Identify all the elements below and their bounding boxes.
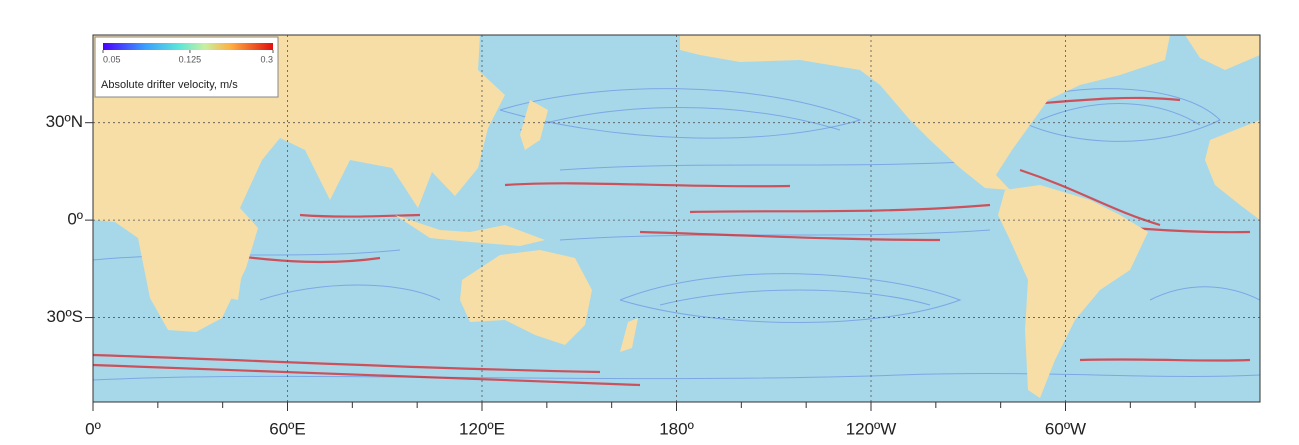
x-tick-label: 60ºW <box>1045 419 1086 438</box>
colorbar-tick-label: 0.125 <box>179 54 202 64</box>
currents <box>93 88 1260 387</box>
greenland <box>1185 35 1260 70</box>
y-tick-label: 0º <box>67 210 83 229</box>
colorbar <box>103 43 273 50</box>
x-tick-label: 0º <box>85 419 101 438</box>
axes: 0º 60ºE 120ºE 180º 120ºW 60ºW 30ºN 0º 30ºS <box>46 112 1196 438</box>
madagascar <box>228 258 244 300</box>
eurasia-africa <box>93 35 505 332</box>
south-america <box>998 185 1148 398</box>
x-tick-label: 180º <box>659 419 694 438</box>
landmasses <box>93 35 1260 398</box>
colorbar-legend: Absolute drifter velocity, m/s 0.05 0.125… <box>94 36 279 98</box>
japan <box>520 100 548 150</box>
x-tick-label: 120ºE <box>459 419 505 438</box>
colorbar-tick-label: 0.3 <box>260 54 273 64</box>
x-tick-label: 60ºE <box>269 419 305 438</box>
australia <box>460 250 592 345</box>
west-africa <box>1205 120 1260 220</box>
colorbar-tick-label: 0.05 <box>103 54 121 64</box>
colorbar-ticks: 0.05 0.125 0.3 <box>102 50 274 64</box>
colorbar-label: Absolute drifter velocity, m/s <box>101 79 238 91</box>
y-tick-label: 30ºS <box>47 307 83 326</box>
y-tick-label: 30ºN <box>46 112 83 131</box>
north-america <box>680 35 1170 190</box>
x-tick-label: 120ºW <box>846 419 897 438</box>
indonesia <box>395 215 545 246</box>
new-zealand <box>620 318 638 352</box>
